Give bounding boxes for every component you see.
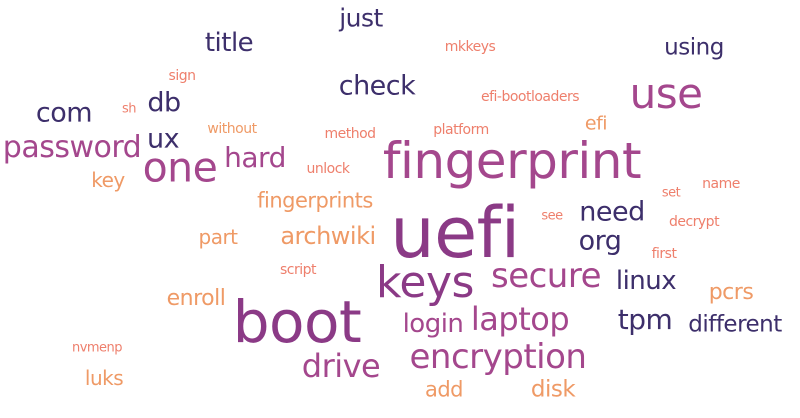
word-efi-bootloaders: efi-bootloaders — [480, 89, 580, 105]
word-add: add — [424, 377, 464, 402]
word-set: set — [661, 185, 681, 201]
word-login: login — [402, 309, 464, 339]
word-check: check — [338, 70, 416, 102]
word-drive: drive — [301, 347, 381, 385]
word-linux: linux — [615, 266, 677, 296]
word-without: without — [207, 121, 257, 137]
word-fingerprint: fingerprint — [382, 132, 642, 190]
word-sign: sign — [168, 68, 196, 84]
word-fingerprints: fingerprints — [257, 188, 373, 213]
word-db: db — [147, 87, 181, 119]
word-use: use — [629, 69, 703, 118]
word-unlock: unlock — [306, 161, 350, 177]
word-script: script — [279, 262, 317, 278]
word-uefi: uefi — [390, 192, 520, 274]
word-need: need — [579, 196, 645, 228]
word-first: first — [651, 246, 677, 262]
word-platform: platform — [433, 122, 489, 138]
word-part: part — [198, 225, 238, 249]
word-tpm: tpm — [617, 303, 673, 336]
word-secure: secure — [490, 256, 602, 296]
word-laptop: laptop — [470, 300, 570, 338]
word-mkkeys: mkkeys — [444, 39, 496, 55]
word-name: name — [702, 176, 740, 192]
word-method: method — [324, 126, 376, 142]
word-boot: boot — [232, 288, 362, 356]
word-keys: keys — [376, 257, 474, 308]
word-archwiki: archwiki — [280, 222, 376, 250]
word-using: using — [664, 34, 724, 61]
word-title: title — [204, 28, 254, 58]
word-efi: efi — [584, 112, 608, 135]
word-see: see — [541, 208, 563, 224]
word-luks: luks — [84, 366, 124, 390]
word-different: different — [688, 311, 782, 338]
word-sh: sh — [121, 101, 137, 117]
word-com: com — [35, 97, 93, 129]
word-ux: ux — [146, 123, 180, 155]
word-org: org — [578, 225, 622, 257]
word-decrypt: decrypt — [668, 214, 720, 230]
word-encryption: encryption — [409, 337, 587, 377]
word-nvmenp: nvmenp — [71, 340, 123, 356]
word-enroll: enroll — [166, 286, 226, 311]
word-just: just — [339, 3, 383, 33]
word-one: one — [142, 143, 218, 192]
word-key: key — [91, 168, 125, 192]
word-disk: disk — [530, 376, 576, 403]
word-password: password — [2, 130, 142, 165]
word-pcrs: pcrs — [708, 280, 754, 305]
word-hard: hard — [224, 141, 286, 174]
